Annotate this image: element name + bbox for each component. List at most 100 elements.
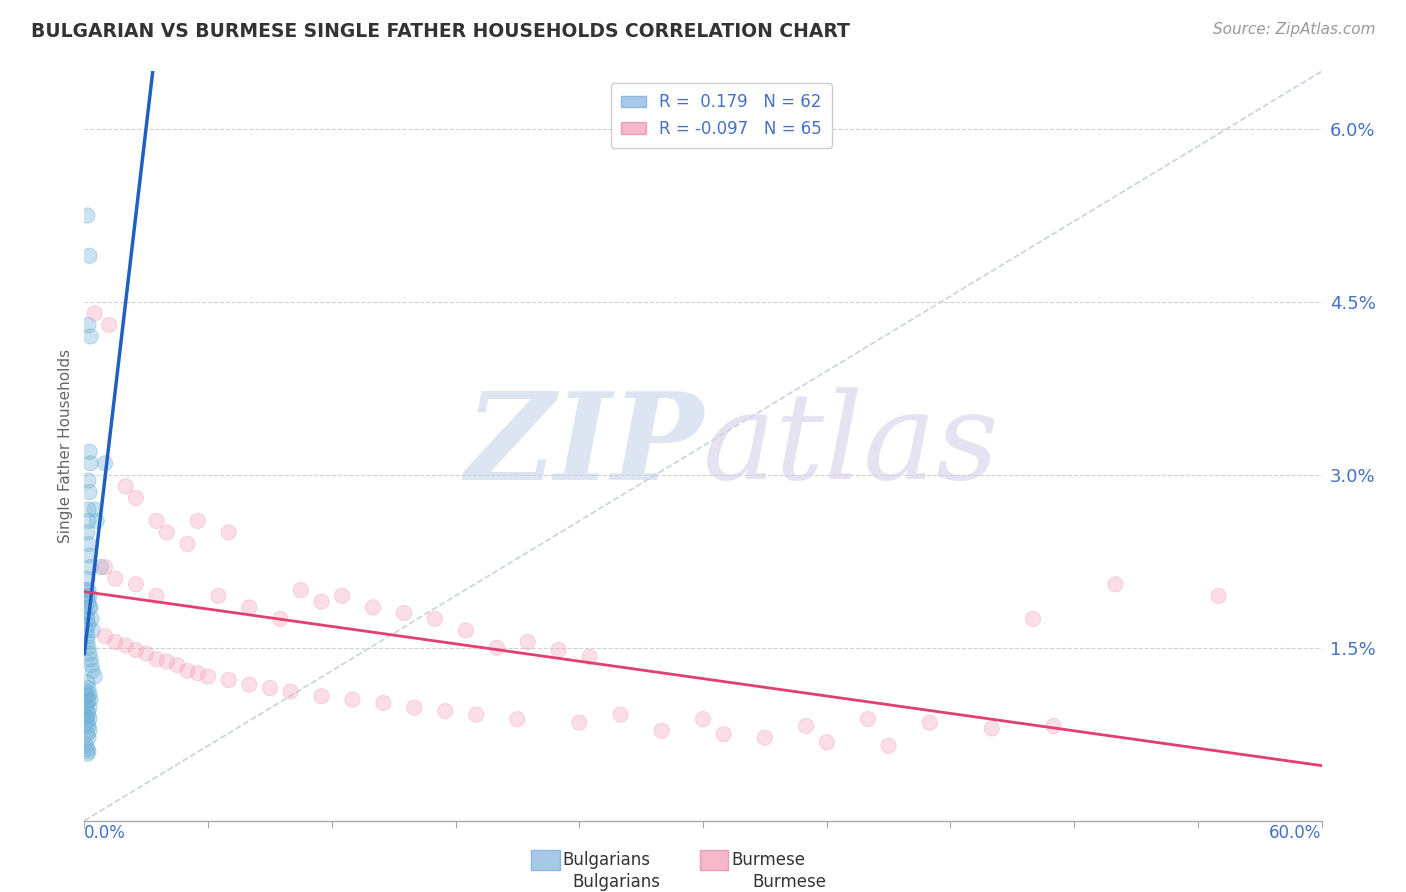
Point: [83, 306, 105, 320]
Point: [485, 640, 508, 655]
Point: [90, 560, 112, 574]
Point: [269, 612, 291, 626]
Point: [877, 739, 900, 753]
Point: [79, 549, 101, 563]
Point: [77, 707, 100, 722]
Point: [187, 666, 209, 681]
Point: [75, 583, 97, 598]
Point: [156, 655, 179, 669]
Point: [145, 514, 167, 528]
Point: [506, 712, 529, 726]
Point: [75, 684, 97, 698]
Point: [79, 652, 101, 666]
Point: [135, 647, 157, 661]
Point: [290, 583, 312, 598]
Point: [506, 712, 529, 726]
Text: Burmese: Burmese: [752, 873, 827, 891]
Text: ZIP: ZIP: [465, 387, 703, 505]
Point: [238, 600, 260, 615]
Point: [76, 525, 98, 540]
Point: [311, 594, 333, 608]
Point: [76, 635, 98, 649]
Point: [135, 647, 157, 661]
Point: [77, 694, 100, 708]
Point: [1208, 589, 1230, 603]
Point: [77, 719, 100, 733]
Point: [77, 514, 100, 528]
Point: [76, 612, 98, 626]
Point: [207, 589, 229, 603]
Point: [176, 664, 198, 678]
Point: [330, 589, 353, 603]
Point: [80, 658, 103, 673]
Point: [197, 669, 219, 683]
Point: [76, 727, 98, 741]
Point: [77, 537, 100, 551]
Point: [77, 318, 100, 332]
Point: [1208, 589, 1230, 603]
Point: [176, 537, 198, 551]
Point: [238, 678, 260, 692]
Point: [75, 698, 97, 713]
Point: [79, 589, 101, 603]
Point: [79, 692, 101, 706]
Point: [465, 707, 488, 722]
Point: [86, 514, 108, 528]
Point: [80, 612, 103, 626]
Point: [754, 731, 776, 745]
Point: [76, 629, 98, 643]
Point: [77, 640, 100, 655]
Point: [76, 715, 98, 730]
Point: [125, 643, 148, 657]
Point: [218, 673, 240, 687]
Point: [77, 640, 100, 655]
Point: [125, 491, 148, 505]
Point: [83, 502, 105, 516]
Point: [79, 647, 101, 661]
Point: [77, 583, 100, 598]
Point: [94, 629, 117, 643]
Point: [79, 712, 101, 726]
Point: [166, 658, 188, 673]
Point: [76, 635, 98, 649]
Point: [166, 658, 188, 673]
Point: [815, 735, 838, 749]
Y-axis label: Single Father Households: Single Father Households: [58, 349, 73, 543]
Point: [82, 664, 104, 678]
Point: [76, 525, 98, 540]
Point: [713, 727, 735, 741]
Point: [114, 639, 136, 653]
Text: BULGARIAN VS BURMESE SINGLE FATHER HOUSEHOLDS CORRELATION CHART: BULGARIAN VS BURMESE SINGLE FATHER HOUSE…: [31, 22, 849, 41]
Text: 60.0%: 60.0%: [1270, 823, 1322, 842]
Point: [83, 502, 105, 516]
Point: [76, 727, 98, 741]
Point: [568, 715, 591, 730]
Point: [76, 209, 98, 223]
Text: Bulgarians: Bulgarians: [572, 873, 661, 891]
Point: [77, 594, 100, 608]
Point: [75, 710, 97, 724]
Point: [75, 710, 97, 724]
Point: [373, 696, 395, 710]
Point: [290, 583, 312, 598]
Point: [342, 692, 364, 706]
Point: [76, 742, 98, 756]
Point: [176, 537, 198, 551]
Point: [79, 600, 101, 615]
Point: [82, 624, 104, 638]
Point: [76, 675, 98, 690]
Point: [238, 600, 260, 615]
Point: [79, 600, 101, 615]
Point: [76, 612, 98, 626]
Point: [94, 629, 117, 643]
Point: [218, 673, 240, 687]
Point: [145, 589, 167, 603]
Point: [90, 560, 112, 574]
Point: [434, 704, 457, 718]
Point: [79, 647, 101, 661]
Point: [77, 617, 100, 632]
Point: [125, 491, 148, 505]
Point: [815, 735, 838, 749]
Point: [79, 329, 101, 343]
Point: [176, 664, 198, 678]
